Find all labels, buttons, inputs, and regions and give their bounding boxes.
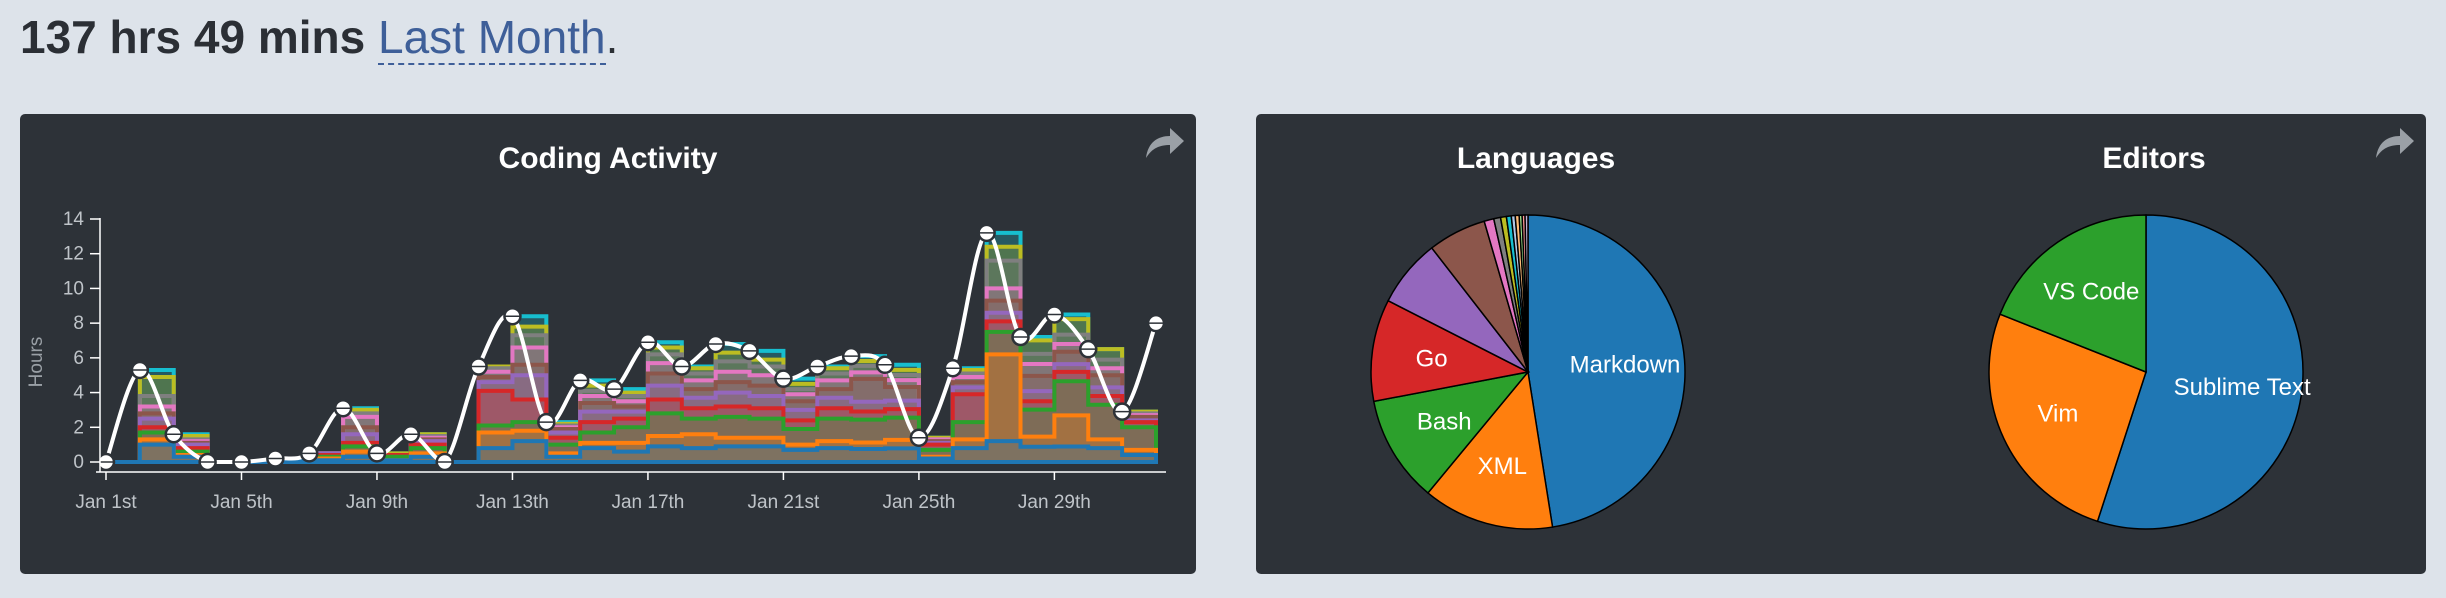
share-icon[interactable] [2372,124,2416,164]
y-tick-label: 4 [73,383,84,404]
date-range-link[interactable]: Last Month [377,11,606,65]
summary-header: 137 hrs 49 mins Last Month. [20,10,619,65]
share-icon[interactable] [1142,124,1186,164]
pie-slice-label: VS Code [2043,278,2139,305]
y-tick-label: 10 [63,278,84,299]
coding-activity-panel: Coding Activity Hours 0 2 4 6 8 10 12 14 Jan 1st… [20,114,1196,574]
pie-slice-label: Go [1416,345,1448,372]
pie-slice-label: Sublime Text [2174,374,2311,401]
pie-slice-label: Vim [2037,400,2078,427]
chart-title: Coding Activity [499,142,718,175]
x-tick-label: Jan 9th [346,492,408,513]
y-tick-label: 6 [73,348,84,369]
period: . [605,11,619,63]
x-tick-label: Jan 29th [1018,492,1091,513]
x-tick-label: Jan 17th [611,492,684,513]
y-tick-label: 12 [63,244,84,265]
pie-slice[interactable] [1372,370,1530,495]
y-tick-label: 14 [63,209,85,230]
y-tick-label: 0 [73,452,84,473]
editors-pie: Sublime Text Vim VS Code [1988,214,2311,530]
languages-editors-panel: Languages Editors Markdown XML Bash Go Subl… [1256,114,2426,574]
x-tick-label: Jan 25th [882,492,955,513]
editors-title: Editors [2102,142,2205,175]
pie-slice[interactable] [1370,299,1531,403]
languages-title: Languages [1457,142,1615,175]
pie-slice[interactable] [2096,214,2304,530]
y-tick-label: 8 [73,313,84,334]
y-axis-label: Hours [26,337,47,388]
coding-activity-chart: Coding Activity Hours 0 2 4 6 8 10 12 14 Jan 1st… [26,142,1166,513]
pie-slice[interactable] [1426,370,1554,530]
pie-slice-label: Bash [1417,409,1472,436]
pie-slice-label: XML [1478,453,1527,480]
pie-slice[interactable] [1524,214,1529,373]
y-tick-label: 2 [73,417,84,438]
x-tick-label: Jan 21st [748,492,821,513]
pie-slice[interactable] [1999,214,2147,374]
pie-slice-label: Markdown [1570,351,1681,378]
x-tick-label: Jan 13th [476,492,549,513]
total-time: 137 hrs 49 mins [20,11,366,63]
x-tick-label: Jan 5th [210,492,272,513]
x-tick-label: Jan 1st [75,492,137,513]
pie-slice[interactable] [1527,214,1686,528]
pie-slice[interactable] [1988,313,2147,523]
